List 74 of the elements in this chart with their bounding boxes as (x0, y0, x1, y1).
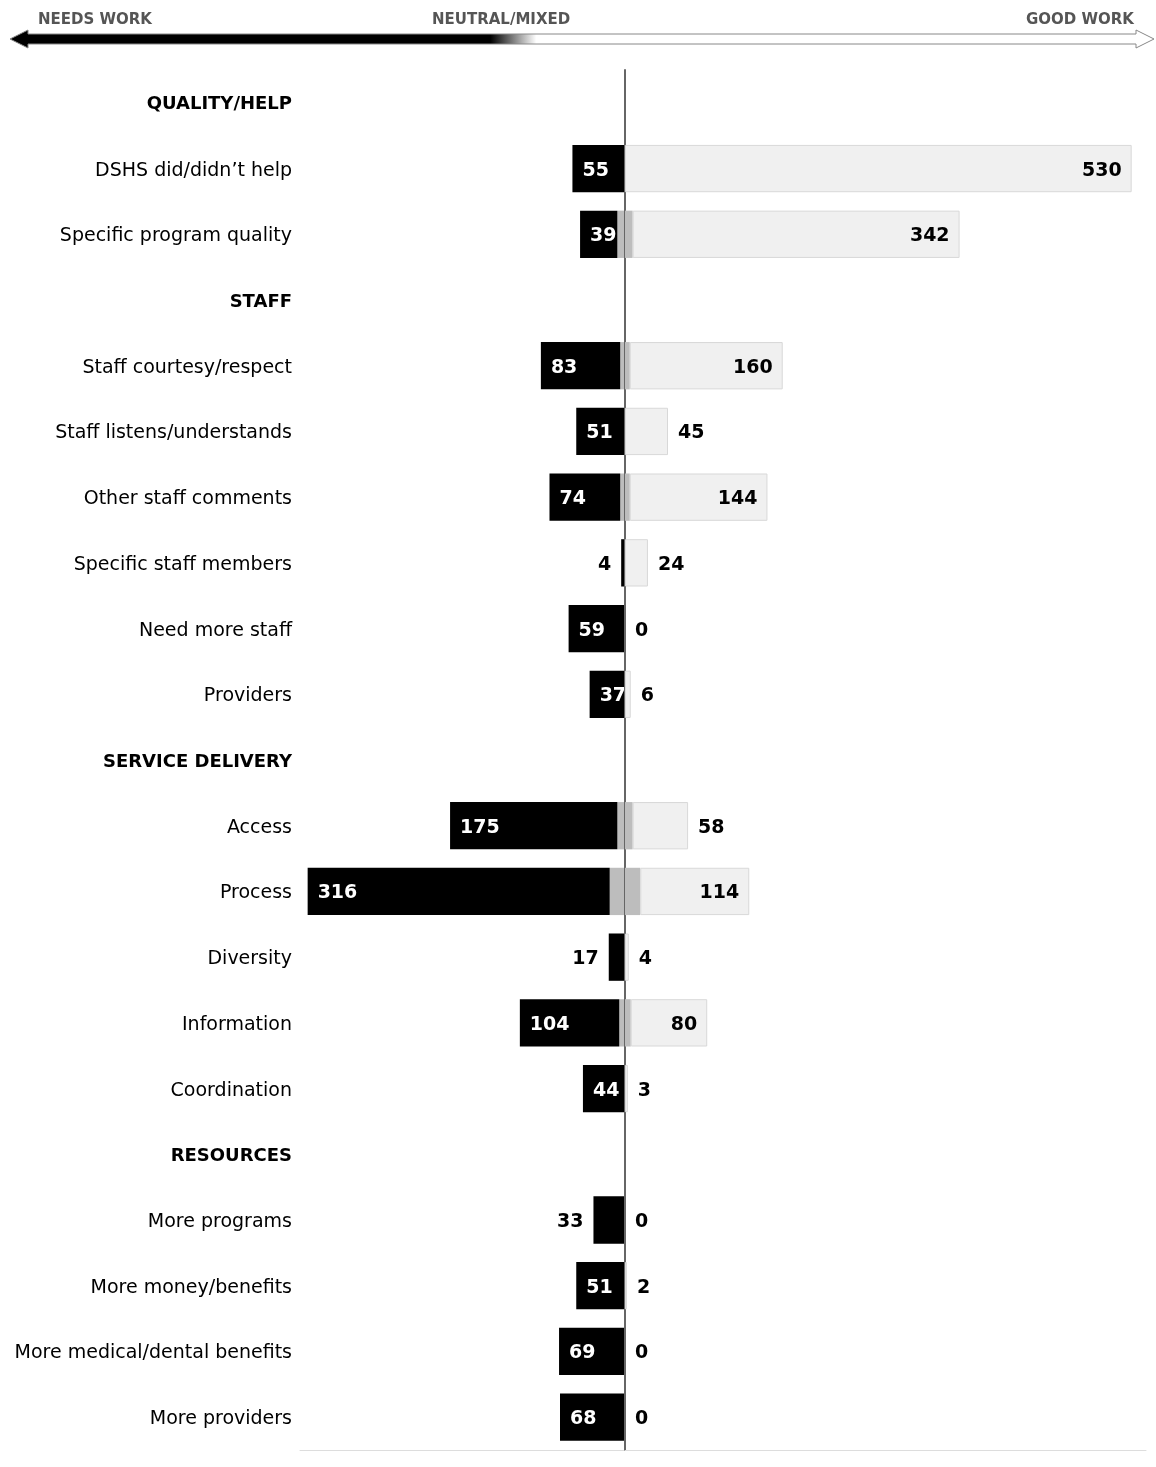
y-tick-label: Information (182, 1011, 292, 1034)
bar (549, 473, 621, 521)
data-label: 0 (635, 1209, 649, 1231)
bar (307, 867, 610, 916)
data-label: 4 (597, 551, 612, 574)
y-tick-label: DSHS did/didn’t help (95, 157, 292, 180)
y-tick-label: RESOURCES (170, 1143, 292, 1165)
y-tick-label: Diversity (207, 946, 292, 969)
bar (629, 342, 783, 390)
text: NEEDS WORK (38, 10, 152, 28)
data-label: 2 (636, 1274, 651, 1297)
y-tick-label: Staff courtesy/respect (82, 354, 292, 377)
data-label: 316 (317, 880, 358, 903)
y-tick-label: Providers (203, 683, 292, 706)
bar (559, 1327, 625, 1376)
data-label: 55 (582, 157, 609, 180)
data-label: 0 (635, 1340, 649, 1363)
bar (640, 867, 750, 916)
bar (450, 802, 618, 850)
data-label: 33 (557, 1209, 584, 1231)
y-tick-label: Need more staff (138, 617, 293, 640)
y-tick-label: More programs (147, 1209, 292, 1231)
bar (593, 1196, 625, 1244)
bar (560, 1393, 625, 1441)
y-tick-label: More medical/dental benefits (14, 1340, 292, 1363)
y-tick-label: More providers (149, 1406, 292, 1429)
data-label: 0 (635, 1406, 649, 1429)
data-label: 17 (572, 946, 599, 969)
data-label: 4 (638, 946, 653, 969)
y-tick-label: Specific staff members (73, 551, 292, 574)
y-tick-label: STAFF (229, 289, 292, 311)
data-label: 44 (592, 1077, 620, 1100)
data-label: 37 (599, 683, 627, 706)
bar (625, 670, 631, 718)
bar (632, 802, 689, 850)
data-label: 58 (698, 814, 725, 837)
data-label: 59 (578, 617, 606, 640)
bar (540, 342, 621, 390)
data-label: 39 (590, 223, 617, 246)
y-tick-label: Access (226, 814, 292, 837)
data-label: 24 (657, 551, 685, 574)
data-label: 3 (637, 1077, 652, 1100)
data-label: 144 (717, 486, 758, 509)
data-label: 6 (640, 683, 654, 706)
data-label: 342 (909, 223, 950, 246)
text: GOOD WORK (1026, 10, 1134, 28)
y-tick-label: Specific program quality (59, 223, 292, 246)
data-label: 0 (635, 617, 649, 640)
y-tick-label: QUALITY/HELP (146, 92, 292, 114)
data-label: 83 (550, 354, 578, 377)
data-label: 51 (586, 1274, 613, 1297)
data-label: 160 (733, 354, 773, 377)
data-label: 104 (529, 1011, 570, 1034)
bar (625, 933, 629, 981)
data-label: 74 (559, 486, 586, 509)
y-tick-label: SERVICE DELIVERY (102, 749, 293, 771)
data-label: 68 (570, 1406, 597, 1429)
bar (632, 210, 960, 258)
data-label: 45 (678, 420, 705, 443)
y-tick-label: Process (219, 880, 292, 903)
y-tick-label: Staff listens/understands (55, 420, 292, 443)
text: NEUTRAL/MIXED (432, 10, 571, 28)
bar (630, 999, 708, 1047)
data-label: 114 (699, 880, 740, 903)
data-label: 530 (1082, 157, 1122, 180)
data-label: 175 (460, 814, 500, 837)
bar (519, 999, 620, 1047)
bar (629, 473, 768, 521)
y-tick-label: Other staff comments (83, 486, 292, 509)
data-label: 69 (569, 1340, 596, 1363)
data-label: 51 (586, 420, 613, 443)
y-tick-label: Coordination (170, 1077, 292, 1100)
data-label: 80 (670, 1011, 698, 1034)
y-tick-label: More money/benefits (90, 1274, 292, 1297)
